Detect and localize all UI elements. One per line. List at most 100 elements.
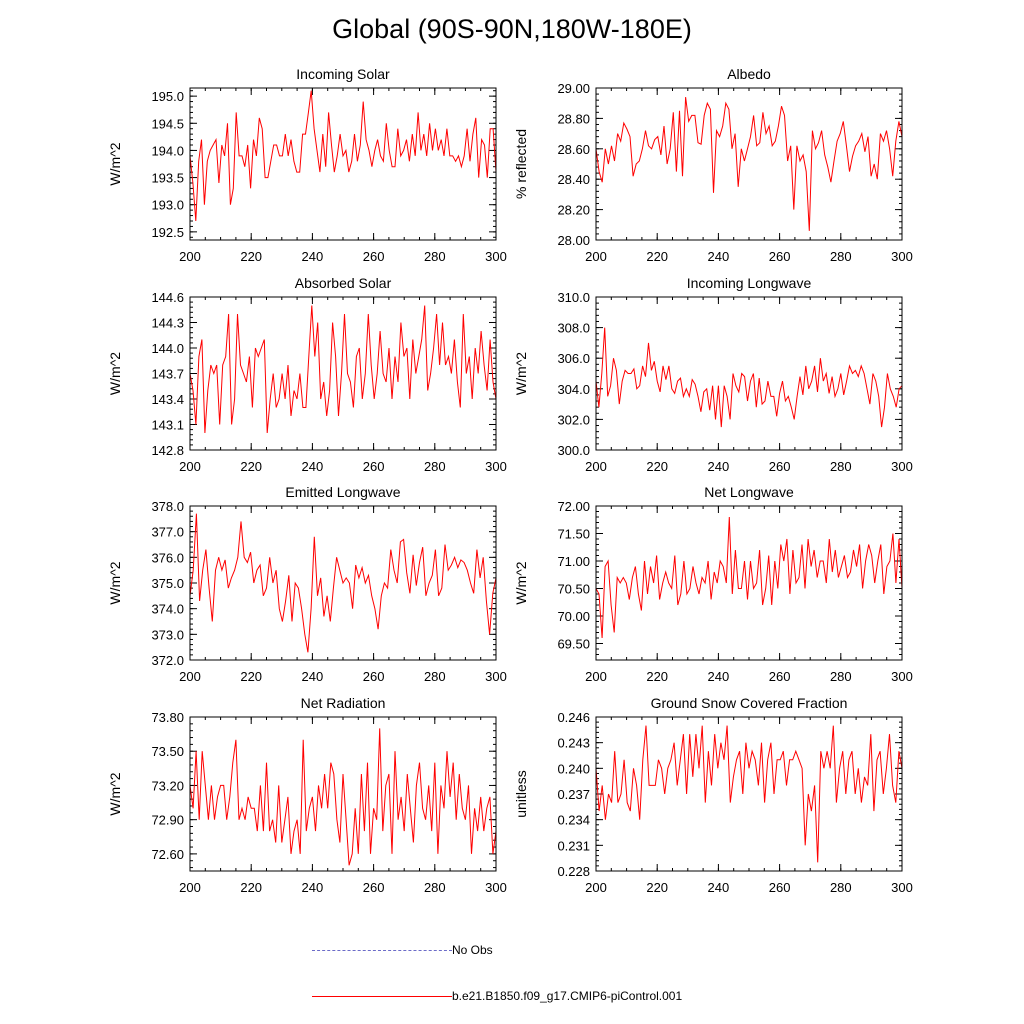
x-tick-label: 200: [179, 459, 201, 474]
y-tick-label: 193.0: [151, 198, 184, 213]
chart-panel-0: Incoming Solar W/m^2 200 220 240 260 280 300 192…: [107, 66, 507, 264]
y-axis-label: W/m^2: [513, 352, 529, 395]
x-tick-label: 280: [830, 880, 852, 895]
y-tick-label: 0.240: [557, 761, 590, 776]
x-tick-label: 200: [585, 880, 607, 895]
x-tick-label: 280: [830, 459, 852, 474]
x-tick-label: 200: [179, 249, 201, 264]
y-tick-label: 378.0: [151, 499, 184, 514]
y-axis-label: W/m^2: [107, 352, 123, 395]
x-tick-label: 240: [302, 669, 324, 684]
y-tick-label: 0.234: [557, 813, 590, 828]
y-tick-label: 195.0: [151, 89, 184, 104]
y-tick-label: 373.0: [151, 627, 184, 642]
series-line: [189, 305, 497, 434]
y-tick-label: 72.60: [151, 847, 184, 862]
x-tick-label: 280: [424, 880, 446, 895]
y-tick-label: 300.0: [557, 443, 590, 458]
x-tick-label: 300: [891, 459, 913, 474]
chart-panel-4: Emitted Longwave W/m^2 200 220 240 260 280 300 3…: [107, 484, 507, 684]
x-tick-label: 220: [646, 459, 668, 474]
plot-frame: [189, 87, 497, 241]
chart-panel-2: Absorbed Solar W/m^2 200 220 240 260 280 300 142…: [107, 275, 507, 474]
chart-title: Incoming Longwave: [687, 275, 812, 291]
y-axis-label: W/m^2: [513, 561, 529, 604]
series-line: [595, 725, 903, 863]
x-tick-label: 260: [769, 880, 791, 895]
x-tick-label: 200: [585, 459, 607, 474]
chart-title: Emitted Longwave: [285, 484, 400, 500]
x-tick-label: 280: [424, 459, 446, 474]
chart-title: Albedo: [727, 66, 771, 82]
x-tick-label: 240: [302, 459, 324, 474]
y-tick-label: 302.0: [557, 412, 590, 427]
plot-frame: [595, 716, 903, 872]
y-tick-label: 194.5: [151, 116, 184, 131]
x-tick-label: 200: [179, 880, 201, 895]
x-tick-label: 200: [179, 669, 201, 684]
x-tick-label: 300: [485, 459, 507, 474]
x-tick-label: 260: [769, 249, 791, 264]
x-tick-label: 240: [302, 880, 324, 895]
y-tick-label: 372.0: [151, 653, 184, 668]
y-tick-label: 192.5: [151, 225, 184, 240]
x-tick-label: 260: [769, 669, 791, 684]
y-tick-label: 0.231: [557, 838, 590, 853]
plot-frame: [595, 296, 903, 451]
chart-title: Absorbed Solar: [295, 275, 392, 291]
y-tick-label: 0.237: [557, 787, 590, 802]
x-tick-label: 240: [302, 249, 324, 264]
x-tick-label: 300: [485, 249, 507, 264]
x-tick-label: 280: [830, 249, 852, 264]
chart-title: Incoming Solar: [296, 66, 390, 82]
y-tick-label: 375.0: [151, 576, 184, 591]
y-tick-label: 144.3: [151, 316, 184, 331]
legend-item-model: b.e21.B1850.f09_g17.CMIP6-piControl.001: [312, 989, 682, 1003]
y-tick-label: 143.4: [151, 392, 184, 407]
y-tick-label: 28.60: [557, 142, 590, 157]
series-line: [595, 327, 903, 428]
x-tick-label: 220: [646, 249, 668, 264]
figure-title: Global (90S-90N,180W-180E): [332, 14, 692, 44]
y-tick-label: 144.6: [151, 290, 184, 305]
x-tick-label: 300: [485, 669, 507, 684]
y-tick-label: 72.00: [557, 499, 590, 514]
y-tick-label: 29.00: [557, 81, 590, 96]
x-tick-label: 220: [240, 249, 262, 264]
chart-panel-5: Net Longwave W/m^2 200 220 240 260 280 300 69.50…: [513, 484, 913, 684]
x-tick-label: 300: [891, 880, 913, 895]
chart-panel-6: Net Radiation W/m^2 200 220 240 260 280 300 72.6…: [107, 695, 507, 895]
x-tick-label: 220: [240, 669, 262, 684]
x-tick-label: 280: [424, 249, 446, 264]
y-tick-label: 28.20: [557, 203, 590, 218]
y-tick-label: 142.8: [151, 443, 184, 458]
plot-frame: [595, 505, 903, 661]
x-tick-label: 200: [585, 249, 607, 264]
y-tick-label: 143.1: [151, 418, 184, 433]
x-tick-label: 280: [830, 669, 852, 684]
legend-label: No Obs: [452, 943, 493, 957]
plot-frame: [595, 87, 903, 241]
series-line: [189, 90, 497, 222]
y-tick-label: 71.00: [557, 554, 590, 569]
chart-panel-1: Albedo % reflected 200 220 240 260 280 300 28.00…: [513, 66, 913, 264]
y-tick-label: 72.90: [151, 813, 184, 828]
x-tick-label: 220: [646, 669, 668, 684]
y-axis-label: W/m^2: [107, 561, 123, 604]
y-axis-label: % reflected: [513, 129, 529, 199]
y-tick-label: 308.0: [557, 321, 590, 336]
y-tick-label: 193.5: [151, 171, 184, 186]
x-tick-label: 260: [363, 669, 385, 684]
y-tick-label: 73.50: [151, 744, 184, 759]
plot-frame: [189, 505, 497, 661]
x-tick-label: 260: [363, 249, 385, 264]
x-tick-label: 300: [891, 669, 913, 684]
x-tick-label: 220: [240, 880, 262, 895]
x-tick-label: 300: [891, 249, 913, 264]
y-tick-label: 304.0: [557, 382, 590, 397]
x-tick-label: 200: [585, 669, 607, 684]
chart-panel-7: Ground Snow Covered Fraction unitless 200 2…: [513, 695, 913, 895]
y-tick-label: 28.40: [557, 172, 590, 187]
chart-title: Net Longwave: [704, 484, 794, 500]
